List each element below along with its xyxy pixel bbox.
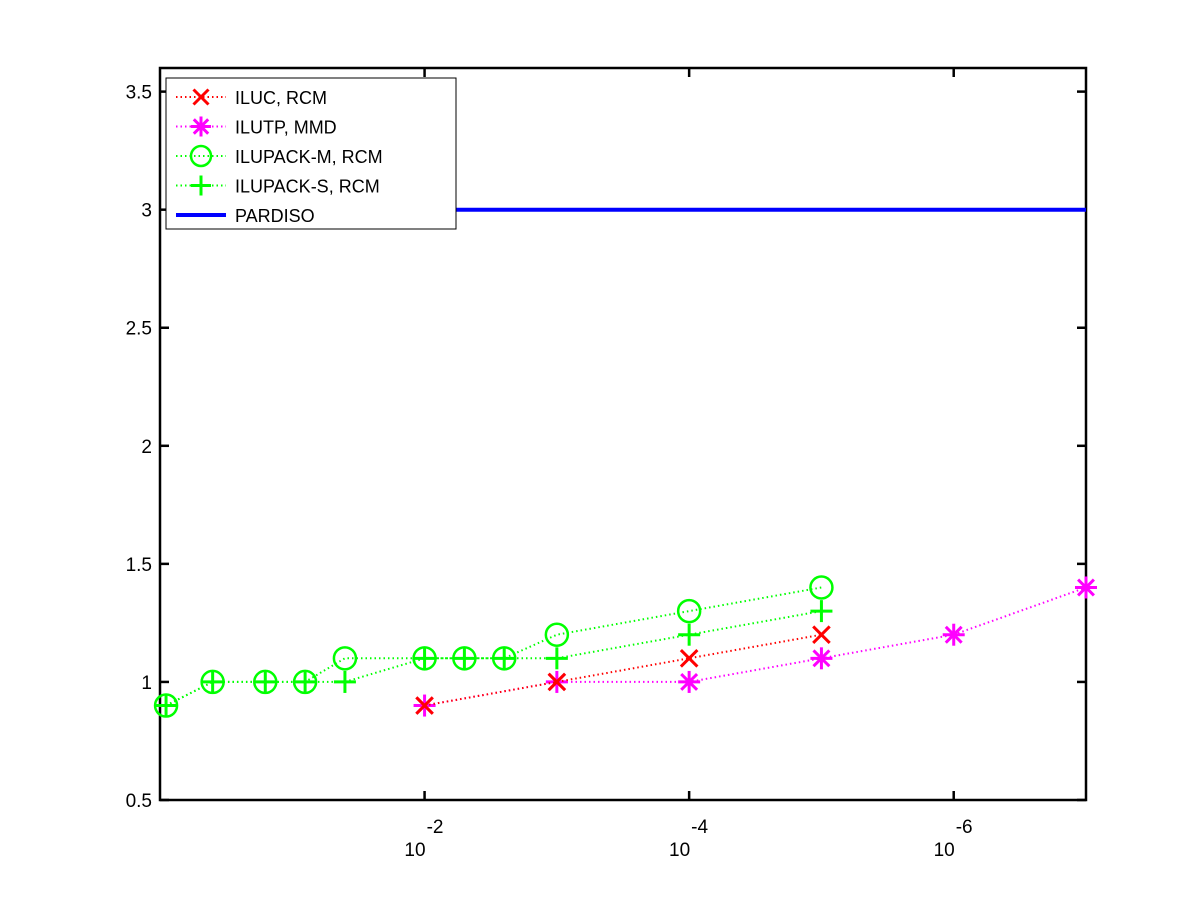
- x-tick-label-exponent: -4: [691, 817, 708, 838]
- data-point: [942, 623, 965, 646]
- data-point: [676, 598, 702, 624]
- circle-marker: [292, 669, 318, 695]
- data-point: [678, 623, 701, 646]
- data-point: [547, 672, 567, 692]
- data-point: [544, 622, 570, 647]
- asterisk-marker-d2: [192, 118, 210, 135]
- legend-label: PARDISO: [235, 206, 315, 226]
- y-tick-label: 3: [141, 201, 152, 222]
- circle-marker: [153, 693, 179, 718]
- circle-marker: [809, 575, 834, 600]
- y-tick-label: 0.5: [126, 791, 152, 812]
- x-marker-b: [812, 625, 831, 645]
- data-point: [453, 647, 476, 670]
- legend-item: ILUPACK-M, RCM: [176, 144, 383, 168]
- series-layer: [153, 207, 1097, 718]
- circle-marker: [189, 144, 213, 168]
- data-point: [1075, 576, 1097, 599]
- circle-marker: [332, 646, 358, 671]
- x-tick-label-base: 10: [934, 840, 955, 861]
- data-point: [812, 625, 831, 645]
- data-point: [292, 669, 318, 695]
- axis-ticks: 0.511.522.533.510-210-410-6: [126, 68, 1086, 861]
- y-tick-label: 3.5: [126, 83, 152, 104]
- data-point: [155, 694, 178, 717]
- data-point: [809, 575, 834, 600]
- y-tick-label: 1: [141, 673, 152, 694]
- legend-item: ILUPACK-S, RCM: [176, 175, 380, 197]
- legend-item: PARDISO: [176, 206, 315, 226]
- data-point: [545, 647, 568, 670]
- data-point: [153, 693, 179, 718]
- x-tick-label-exponent: -2: [427, 817, 444, 838]
- data-point: [253, 669, 278, 695]
- asterisk-marker-d2: [680, 672, 699, 691]
- x-marker-b: [547, 672, 567, 692]
- data-point: [810, 600, 833, 623]
- data-point: [679, 649, 699, 668]
- y-tick-label: 2.5: [126, 319, 152, 340]
- y-tick-label: 1.5: [126, 555, 152, 576]
- data-point: [333, 670, 356, 693]
- legend-item: ILUC, RCM: [176, 88, 327, 108]
- asterisk-marker-d2: [1077, 578, 1095, 597]
- circle-marker: [544, 622, 570, 647]
- x-tick-label-base: 10: [404, 840, 425, 861]
- circle-marker: [253, 669, 278, 695]
- x-marker-b: [679, 649, 699, 668]
- series-3: [155, 600, 833, 717]
- legend-box: [165, 77, 457, 230]
- legend: ILUC, RCM ILUTP, MMD ILUPACK-M, RCM ILUPACK…: [165, 77, 457, 230]
- series-line: [165, 586, 822, 707]
- circle-marker: [452, 646, 477, 671]
- legend-item: ILUTP, MMD: [176, 116, 337, 138]
- x-tick-label-exponent: -6: [956, 817, 973, 838]
- data-point: [491, 646, 517, 671]
- x-marker-b: [415, 696, 434, 715]
- y-tick-label: 2: [141, 437, 152, 458]
- series-0: [415, 625, 831, 715]
- x-marker-b: [192, 88, 210, 106]
- asterisk-marker-d2: [944, 625, 963, 644]
- data-point: [200, 669, 225, 695]
- series-line: [424, 586, 1087, 707]
- data-point: [810, 647, 833, 670]
- legend-label: ILUPACK-M, RCM: [235, 147, 383, 167]
- legend-label: ILUPACK-S, RCM: [235, 177, 380, 197]
- legend-label: ILUC, RCM: [235, 88, 327, 108]
- circle-marker: [491, 646, 517, 671]
- x-tick-label-base: 10: [669, 840, 690, 861]
- circle-marker: [412, 646, 437, 671]
- legend-label: ILUTP, MMD: [235, 118, 337, 138]
- data-point: [332, 646, 358, 671]
- circle-marker: [676, 598, 702, 624]
- asterisk-marker-d2: [812, 649, 831, 668]
- circle-marker: [200, 669, 225, 695]
- series-2: [153, 575, 834, 718]
- data-point: [412, 646, 437, 671]
- data-point: [415, 696, 434, 715]
- data-point: [452, 646, 477, 671]
- data-point: [678, 670, 701, 693]
